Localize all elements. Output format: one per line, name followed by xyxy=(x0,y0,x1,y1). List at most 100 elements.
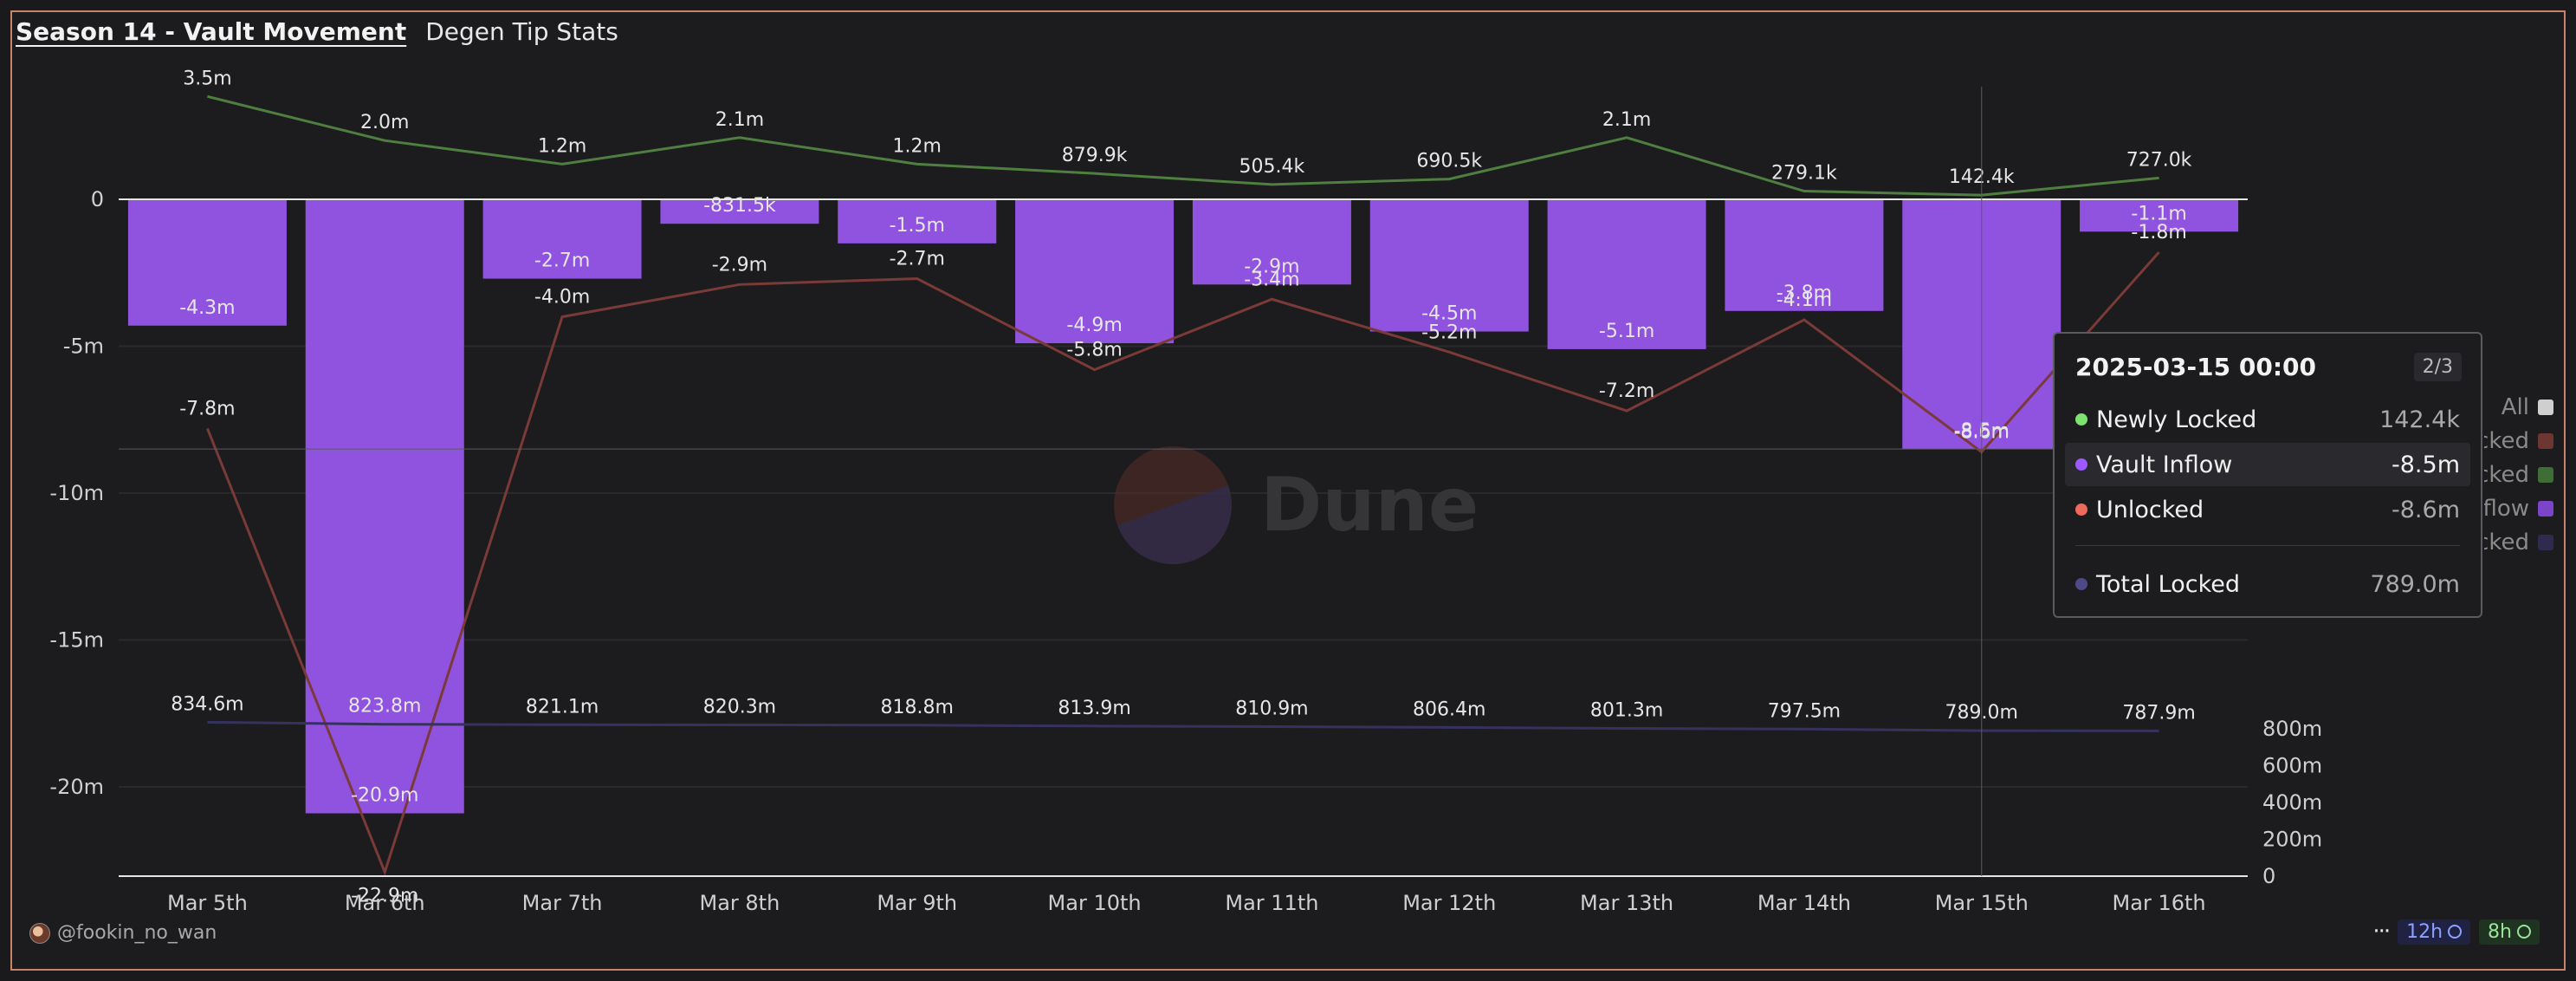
newly-locked-data-label: 690.5k xyxy=(1416,151,1482,172)
newly-locked-data-label: 2.1m xyxy=(715,109,764,131)
newly-locked-data-label: 1.2m xyxy=(893,135,942,157)
newly-locked-data-label: 3.5m xyxy=(183,68,231,89)
author-credit[interactable]: @fookin_no_wan xyxy=(29,922,217,944)
legend-label: Newly Locked xyxy=(2484,462,2529,488)
vault-inflow-data-label: -5.1m xyxy=(1599,321,1654,342)
vault-inflow-bar xyxy=(482,199,642,279)
x-tick-label: Mar 15th xyxy=(1935,891,2029,915)
vault-inflow-bar xyxy=(1725,199,1884,311)
legend-swatch-icon xyxy=(2538,501,2553,516)
legend-label: Total Locked xyxy=(2484,529,2529,555)
x-tick-label: Mar 8th xyxy=(700,891,780,915)
vault-inflow-bar xyxy=(1547,199,1706,349)
total-locked-data-label: 823.8m xyxy=(348,696,421,718)
legend-swatch-icon xyxy=(2538,467,2553,483)
refresh-8h-badge[interactable]: 8h xyxy=(2479,919,2540,945)
tooltip-page-indicator[interactable]: 2/3 xyxy=(2413,353,2462,381)
legend-label: Vault Inflow xyxy=(2484,496,2529,522)
badge-label: 12h xyxy=(2406,920,2443,943)
vault-inflow-bar xyxy=(2080,199,2239,232)
x-tick-label: Mar 14th xyxy=(1757,891,1851,915)
chart-title-link[interactable]: Season 14 - Vault Movement xyxy=(16,16,407,46)
y-left-tick-label: 0 xyxy=(91,187,104,211)
tooltip-value: -8.6m xyxy=(2392,496,2460,523)
y-right-tick-label: 600m xyxy=(2262,753,2322,777)
unlocked-data-label: -7.8m xyxy=(179,398,235,419)
legend-label: Unlocked xyxy=(2484,428,2529,454)
more-options-icon[interactable]: ··· xyxy=(2372,919,2391,945)
y-left-tick-label: -15m xyxy=(49,628,104,653)
unlocked-data-label: -3.4m xyxy=(1244,269,1299,290)
tooltip-divider xyxy=(2075,545,2460,546)
x-tick-label: Mar 6th xyxy=(345,891,425,915)
x-tick-label: Mar 12th xyxy=(1402,891,1496,915)
check-circle-icon xyxy=(2517,925,2531,939)
legend-swatch-icon xyxy=(2538,400,2553,415)
tooltip-label: Total Locked xyxy=(2096,570,2240,598)
legend-swatch-icon xyxy=(2538,433,2553,449)
hover-tooltip: 2025-03-15 00:00 2/3 Newly Locked 142.4k… xyxy=(2053,332,2482,618)
newly-locked-data-label: 2.1m xyxy=(1602,109,1651,131)
x-tick-label: Mar 9th xyxy=(877,891,957,915)
tooltip-label: Vault Inflow xyxy=(2096,451,2233,478)
total-locked-data-label: 787.9m xyxy=(2122,702,2195,724)
author-name: @fookin_no_wan xyxy=(57,922,217,944)
unlocked-data-label: -2.9m xyxy=(712,254,767,276)
total-locked-data-label: 813.9m xyxy=(1058,698,1130,719)
refresh-12h-badge[interactable]: 12h xyxy=(2398,919,2471,945)
total-locked-data-label: 810.9m xyxy=(1235,698,1308,719)
vault-inflow-bar xyxy=(660,199,819,224)
newly-locked-data-label: 727.0k xyxy=(2126,149,2192,171)
total-locked-data-label: 818.8m xyxy=(881,697,954,718)
x-tick-label: Mar 16th xyxy=(2113,891,2206,915)
legend-item[interactable]: Newly Locked xyxy=(2484,459,2553,491)
dune-logo-shade xyxy=(1117,484,1232,564)
legend-item[interactable]: Unlocked xyxy=(2484,426,2553,457)
tooltip-value: -8.5m xyxy=(2392,451,2460,478)
tooltip-date: 2025-03-15 00:00 xyxy=(2075,353,2316,381)
newly-locked-data-label: 505.4k xyxy=(1239,156,1305,178)
legend-label: All xyxy=(2501,394,2529,420)
vault-inflow-data-label: -2.9m xyxy=(1244,256,1299,277)
vault-inflow-bar xyxy=(1369,199,1529,332)
total-locked-dot-icon xyxy=(2075,578,2087,590)
tooltip-row-total-locked: Total Locked 789.0m xyxy=(2065,562,2470,606)
newly-locked-data-label: 1.2m xyxy=(538,135,586,157)
x-tick-label: Mar 13th xyxy=(1580,891,1673,915)
y-right-tick-label: 800m xyxy=(2262,717,2322,741)
vault-inflow-data-label: -20.9m xyxy=(351,785,418,807)
legend-item[interactable]: Total Locked xyxy=(2484,527,2553,558)
unlocked-data-label: -7.2m xyxy=(1599,380,1654,402)
unlocked-data-label: -5.2m xyxy=(1421,322,1477,343)
vault-inflow-data-label: -2.7m xyxy=(534,250,590,272)
tooltip-label: Newly Locked xyxy=(2096,406,2257,433)
unlocked-data-label: -4.1m xyxy=(1777,289,1832,311)
unlocked-dot-icon xyxy=(2075,503,2087,516)
vault-inflow-data-label: -1.5m xyxy=(890,215,945,237)
vault-inflow-data-label: -831.5k xyxy=(703,195,776,217)
x-tick-label: Mar 7th xyxy=(522,891,603,915)
newly-locked-dot-icon xyxy=(2075,413,2087,426)
y-right-tick-label: 200m xyxy=(2262,827,2322,851)
tooltip-row-newly-locked: Newly Locked 142.4k xyxy=(2065,398,2470,441)
total-locked-data-label: 821.1m xyxy=(526,696,599,718)
y-left-tick-label: -10m xyxy=(49,481,104,505)
vault-inflow-data-label: -4.3m xyxy=(179,297,235,319)
legend-item[interactable]: Vault Inflow xyxy=(2484,493,2553,524)
unlocked-data-label: -22.9m xyxy=(351,885,418,906)
vault-inflow-data-label: -4.5m xyxy=(1421,303,1477,325)
badge-label: 8h xyxy=(2488,920,2512,943)
tooltip-label: Unlocked xyxy=(2096,496,2204,523)
chart-header: Season 14 - Vault Movement Degen Tip Sta… xyxy=(16,14,618,49)
x-tick-label: Mar 5th xyxy=(167,891,248,915)
vault-inflow-data-label: -1.1m xyxy=(2131,203,2186,224)
legend-swatch-icon xyxy=(2538,535,2553,550)
tooltip-value: 142.4k xyxy=(2379,406,2460,433)
total-locked-data-label: 801.3m xyxy=(1590,699,1663,721)
tooltip-row-vault-inflow: Vault Inflow -8.5m xyxy=(2065,443,2470,486)
chart-subtitle: Degen Tip Stats xyxy=(425,16,618,46)
y-left-tick-label: -20m xyxy=(49,775,104,799)
y-right-tick-label: 400m xyxy=(2262,790,2322,815)
legend-item[interactable]: All xyxy=(2502,392,2553,423)
